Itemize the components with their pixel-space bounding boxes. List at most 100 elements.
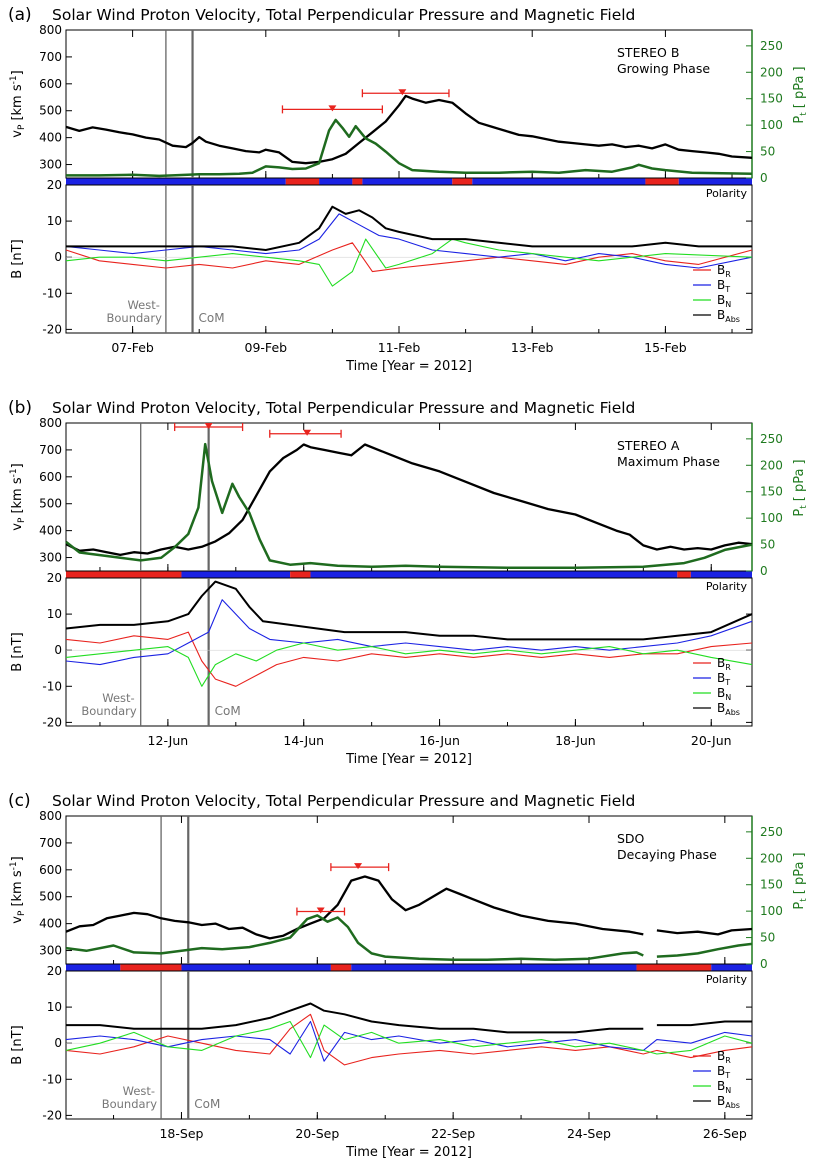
series-line-b-n: [65, 642, 753, 687]
pt-axis-label: Pt[ pPa ]: [792, 66, 809, 123]
x-tick-label: 22-Sep: [431, 1126, 475, 1141]
series-line-p-t-after-gap: [656, 942, 753, 958]
legend-label: BAbs: [717, 701, 740, 717]
x-axis-label: Time [Year = 2012]: [345, 1145, 472, 1160]
west-boundary-label: Boundary: [102, 1097, 158, 1111]
vp-tick-label: 600: [39, 863, 62, 877]
vp-tick-label: 500: [39, 890, 62, 904]
polarity-segment: [351, 964, 637, 971]
phase-label: Decaying Phase: [617, 847, 717, 862]
panel-title: Solar Wind Proton Velocity, Total Perpen…: [52, 792, 635, 810]
vp-tick-label: 700: [39, 50, 62, 64]
polarity-segment: [120, 964, 182, 971]
series-line-v-p: [65, 443, 753, 557]
x-tick-label: 20-Jun: [691, 733, 732, 748]
pt-tick-label: 250: [760, 432, 783, 446]
interval-center-marker: [204, 423, 213, 430]
pt-tick-label: 200: [760, 458, 783, 472]
x-tick-label: 18-Sep: [159, 1126, 203, 1141]
pt-tick-label: 50: [760, 931, 775, 945]
pt-tick-label: 250: [760, 39, 783, 53]
pt-tick-label: 0: [760, 171, 768, 185]
com-label: CoM: [199, 311, 225, 325]
panel-label: (a): [8, 5, 32, 25]
polarity-segment: [362, 178, 453, 185]
legend-label: BR: [717, 656, 731, 672]
series-line-b-abs: [66, 205, 752, 251]
vp-tick-label: 400: [39, 131, 62, 145]
spacecraft-label: SDO: [617, 831, 645, 846]
legend-label: BT: [717, 1064, 730, 1080]
polarity-label: Polarity: [706, 187, 748, 200]
series-line-b-r: [65, 1013, 753, 1066]
b-tick-label: -20: [42, 322, 62, 336]
polarity-segment: [678, 178, 752, 185]
b-tick-label: -10: [42, 286, 62, 300]
polarity-segment: [330, 964, 352, 971]
vp-tick-label: 800: [39, 416, 62, 430]
pt-tick-label: 100: [760, 904, 783, 918]
b-tick-label: 20: [47, 964, 62, 978]
legend-label: BT: [717, 671, 730, 687]
panel-b: (b) Solar Wind Proton Velocity, Total Per…: [8, 398, 809, 767]
b-tick-label: 20: [47, 571, 62, 585]
series-line-p-t: [65, 442, 753, 570]
com-label: CoM: [194, 1097, 220, 1111]
west-boundary-label: West-: [123, 1084, 155, 1098]
magnetic-plot-frame: [65, 184, 753, 334]
x-tick-label: 13-Feb: [511, 340, 554, 355]
com-label: CoM: [215, 704, 241, 718]
x-tick-label: 18-Jun: [555, 733, 596, 748]
vp-tick-label: 300: [39, 944, 62, 958]
polarity-segment: [677, 571, 691, 578]
x-tick-label: 16-Jun: [419, 733, 460, 748]
x-tick-label: 14-Jun: [283, 733, 324, 748]
b-tick-label: 20: [47, 178, 62, 192]
b-tick-label: 0: [54, 250, 62, 264]
b-tick-label: 10: [47, 607, 62, 621]
vp-tick-label: 300: [39, 551, 62, 565]
pt-tick-label: 100: [760, 118, 783, 132]
panel-c: (c) Solar Wind Proton Velocity, Total Per…: [8, 791, 809, 1160]
magnetic-plot-frame: [65, 970, 753, 1120]
legend-label: BT: [717, 278, 730, 294]
series-line-b-n: [65, 238, 753, 287]
x-tick-label: 07-Feb: [111, 340, 154, 355]
x-axis-label: Time [Year = 2012]: [345, 359, 472, 374]
x-tick-label: 12-Jun: [148, 733, 189, 748]
pt-tick-label: 0: [760, 957, 768, 971]
polarity-segment: [66, 571, 182, 578]
b-axis-label: B [nT]: [10, 239, 25, 278]
magnetic-plot-frame: [65, 577, 753, 727]
b-tick-label: -10: [42, 1072, 62, 1086]
panel-title: Solar Wind Proton Velocity, Total Perpen…: [52, 399, 635, 417]
spacecraft-label: STEREO B: [617, 45, 679, 60]
polarity-segment: [352, 178, 363, 185]
vp-axis-label: vP[km s-1]: [9, 856, 27, 923]
vp-tick-label: 300: [39, 158, 62, 172]
pt-tick-label: 0: [760, 564, 768, 578]
panel-label: (c): [8, 791, 31, 811]
pt-tick-label: 200: [760, 65, 783, 79]
polarity-segment: [645, 178, 679, 185]
legend-label: BN: [717, 686, 731, 702]
polarity-segment: [310, 571, 678, 578]
vp-axis-label: vP[km s-1]: [9, 463, 27, 530]
legend-label: BN: [717, 293, 731, 309]
polarity-segment: [319, 178, 353, 185]
interval-center-marker: [316, 907, 325, 914]
b-tick-label: -20: [42, 715, 62, 729]
polarity-segment: [711, 964, 752, 971]
series-line-b-t: [65, 599, 753, 666]
pt-tick-label: 100: [760, 511, 783, 525]
polarity-segment: [285, 178, 320, 185]
series-line-p-t: [66, 118, 753, 178]
pt-tick-label: 200: [760, 851, 783, 865]
x-tick-label: 09-Feb: [245, 340, 288, 355]
series-line-v-p: [65, 875, 644, 940]
x-tick-label: 24-Sep: [567, 1126, 611, 1141]
vp-tick-label: 600: [39, 77, 62, 91]
b-tick-label: -20: [42, 1108, 62, 1122]
interval-center-marker: [398, 89, 407, 96]
